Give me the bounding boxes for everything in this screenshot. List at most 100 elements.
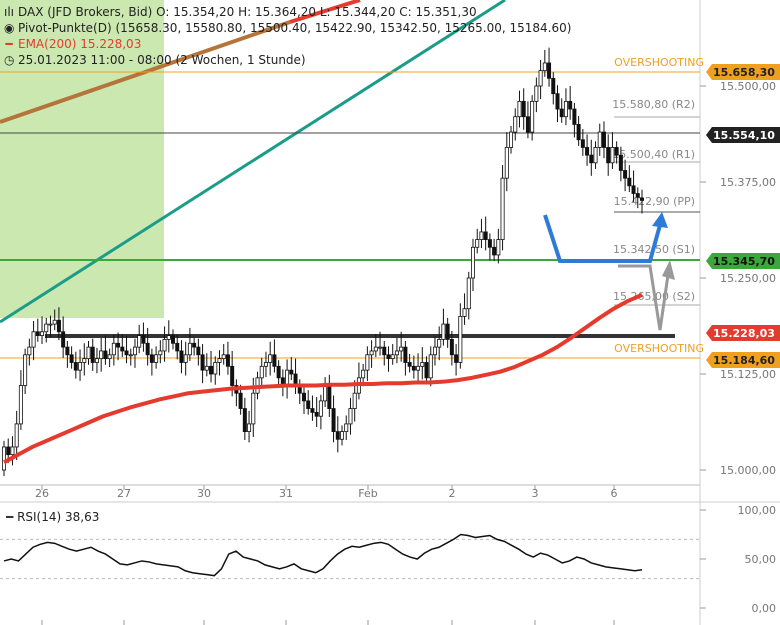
candle-body: [420, 362, 425, 367]
candle-body: [65, 346, 70, 356]
candle-body: [483, 231, 488, 240]
legend-pivot: ◉ Pivot-Punkte(D) (15658.30, 15580.80, 15…: [4, 21, 572, 35]
legend-period: ◷ 25.01.2023 11:00 - 08:00 (2 Wochen, 1 S…: [4, 53, 306, 67]
candle-body: [530, 100, 535, 133]
candle-body: [614, 147, 619, 156]
candle-body: [149, 354, 154, 363]
candle-body: [555, 93, 560, 110]
candle-body: [640, 197, 645, 201]
y-tick-label: 15.375,00: [720, 176, 776, 189]
candle-body: [580, 139, 585, 148]
candle-body: [78, 362, 83, 371]
x-tick-label: 3: [532, 487, 539, 500]
candle-body: [200, 354, 205, 371]
candle-body: [597, 131, 602, 148]
candle-body: [462, 308, 467, 317]
candle-body: [585, 147, 590, 156]
black-tag: 15.554,10: [713, 129, 775, 142]
candle-body: [268, 354, 273, 363]
ema-tag: 15.228,03: [713, 327, 775, 340]
candle-body: [35, 331, 40, 337]
candle-body: [217, 358, 222, 363]
ema-line: [3, 293, 643, 465]
r3-tag-bg: [706, 64, 780, 80]
candle-body: [390, 354, 395, 360]
blue-arrow-head: [652, 212, 668, 228]
candle-body: [285, 369, 290, 386]
candle-body: [445, 323, 450, 340]
candle-body: [572, 108, 577, 125]
x-tick-label: 26: [35, 487, 49, 500]
candle-body: [348, 408, 353, 425]
candle-body: [276, 365, 281, 379]
candle-body: [61, 331, 66, 348]
candle-body: [289, 369, 294, 375]
x-tick-label: Feb: [358, 487, 377, 500]
x-tick-label: 31: [279, 487, 293, 500]
s3-tag: 15.184,60: [713, 354, 775, 367]
candle-body: [568, 100, 573, 110]
chart-legend: ılı DAX (JFD Brokers, Bid) O: 15.354,20 H…: [4, 4, 571, 68]
s3-label: OVERSHOOTING: [614, 342, 704, 355]
candle-body: [141, 335, 146, 344]
candle-body: [525, 116, 530, 133]
candle-body: [111, 342, 116, 356]
candle-body: [344, 423, 349, 433]
candle-body: [428, 354, 433, 379]
candle-body: [103, 350, 108, 360]
candle-body: [373, 346, 378, 352]
candle-body: [479, 231, 484, 240]
candle-body: [251, 392, 256, 425]
candle-body: [509, 131, 514, 148]
candle-body: [563, 100, 568, 118]
green-zone: [0, 0, 164, 318]
candle-body: [492, 246, 497, 256]
candle-body: [475, 239, 480, 248]
s3-tag-bg: [706, 352, 780, 368]
candle-body: [171, 335, 176, 344]
rsi-y-tick-label: 50,00: [745, 553, 777, 566]
candle-body: [593, 147, 598, 164]
candle-body: [399, 346, 404, 352]
candle-body: [623, 170, 628, 179]
candle-body: [116, 342, 121, 348]
candle-body: [352, 392, 357, 409]
candle-body: [378, 346, 383, 349]
candle-body: [73, 362, 78, 371]
candle-body: [263, 362, 268, 367]
candle-body: [259, 365, 264, 379]
candle-body: [407, 362, 412, 367]
candle-body: [361, 369, 366, 379]
candle-body: [601, 131, 606, 148]
candle-body: [221, 354, 226, 360]
x-tick-label: 27: [117, 487, 131, 500]
candle-body: [40, 331, 45, 337]
candle-body: [449, 339, 454, 356]
candle-body: [496, 239, 501, 256]
candle-body: [369, 350, 374, 356]
candle-body: [192, 342, 197, 348]
candle-body: [86, 346, 91, 360]
candle-body: [559, 108, 564, 118]
candle-body: [137, 335, 142, 348]
blue-pattern-line: [543, 214, 662, 263]
pp-label: 15.422,90 (PP): [614, 195, 695, 208]
r1-label: 15.500,40 (R1): [612, 148, 695, 161]
candle-body: [94, 358, 99, 363]
candle-body: [610, 147, 615, 164]
candle-body: [128, 354, 133, 357]
candle-body: [175, 342, 180, 352]
candle-body: [327, 385, 332, 409]
candle-body: [606, 147, 611, 164]
candle-body: [18, 385, 23, 425]
r2-label: 15.580,80 (R2): [612, 98, 695, 111]
candle-body: [44, 323, 49, 333]
rsi-line: [3, 533, 643, 577]
candle-body: [635, 193, 640, 198]
candle-body: [500, 177, 505, 241]
candle-body: [204, 365, 209, 371]
candle-body: [318, 400, 323, 417]
candle-body: [454, 354, 459, 363]
black-tag-bg: [706, 127, 780, 143]
